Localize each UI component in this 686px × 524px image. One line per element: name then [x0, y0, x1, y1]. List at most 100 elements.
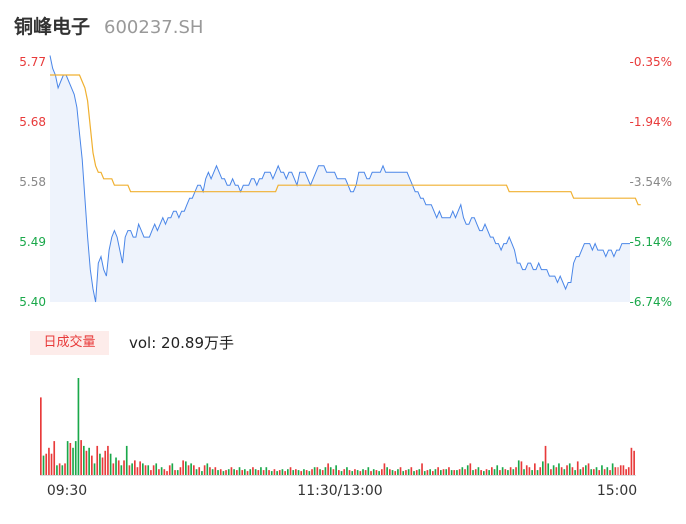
volume-bar: [195, 469, 198, 475]
volume-bar: [367, 467, 370, 475]
volume-bar: [265, 467, 268, 475]
volume-bar: [507, 470, 509, 475]
volume-bar: [144, 465, 147, 475]
volume-bar: [456, 470, 458, 475]
volume-bar: [595, 467, 598, 475]
volume-bar: [448, 467, 450, 475]
volume-bar: [222, 471, 225, 475]
volume-bar: [273, 469, 276, 475]
title-bar: 铜峰电子 600237.SH: [14, 12, 203, 40]
y-tick-label-right: -3.54%: [630, 175, 672, 189]
volume-bar: [48, 447, 50, 475]
volume-bar: [453, 470, 456, 475]
y-tick-label-left: 5.77: [19, 55, 46, 69]
volume-bar: [496, 465, 499, 475]
price-area: [50, 55, 630, 302]
volume-bar: [528, 467, 531, 475]
volume-bar: [493, 469, 496, 475]
volume-bar: [630, 447, 633, 475]
volume-bar: [480, 470, 482, 475]
volume-bar: [99, 453, 101, 475]
volume-bar: [614, 467, 617, 475]
volume-bar: [356, 470, 359, 475]
volume-bar: [233, 469, 235, 475]
volume-bar: [107, 445, 109, 475]
volume-bar: [303, 469, 305, 475]
volume-bar: [93, 463, 96, 475]
volume-bar: [531, 470, 533, 475]
volume-bar: [402, 471, 405, 475]
volume-bar: [332, 469, 335, 475]
volume-bar: [109, 453, 112, 475]
volume-bar: [42, 455, 45, 475]
volume-bar: [134, 460, 136, 475]
volume-bar: [219, 469, 222, 475]
volume-bar: [421, 463, 423, 475]
volume-bar: [254, 469, 257, 475]
volume-bar: [85, 450, 88, 476]
volume-bar: [88, 447, 90, 475]
volume-bar: [262, 470, 265, 475]
volume-bar: [434, 469, 437, 475]
volume-bar: [174, 470, 176, 475]
volume-bar: [477, 467, 480, 475]
volume-bar: [407, 469, 410, 475]
volume-bar: [182, 460, 184, 475]
volume-bar: [171, 463, 174, 475]
volume-bar: [101, 457, 104, 475]
volume-bar: [77, 378, 80, 475]
volume-bar: [415, 470, 418, 475]
volume-bar: [316, 467, 319, 475]
volume-bar: [96, 445, 99, 475]
volume-bar: [104, 450, 107, 476]
volume-bar: [474, 469, 477, 475]
volume-bar: [176, 470, 179, 475]
volume-bar: [606, 467, 609, 475]
volume-bar: [354, 469, 356, 475]
x-tick-label: 15:00: [597, 483, 637, 499]
volume-bar: [571, 467, 574, 475]
volume-bar: [338, 470, 340, 475]
volume-bar: [185, 461, 187, 475]
volume-bar: [343, 469, 346, 475]
volume-bar: [585, 465, 587, 475]
volume-bar: [80, 440, 82, 475]
volume-tag: 日成交量: [30, 331, 109, 355]
volume-bar: [555, 467, 558, 475]
volume-bar: [217, 470, 219, 475]
volume-bar: [520, 461, 523, 475]
volume-bar: [611, 463, 614, 475]
volume-bar: [364, 470, 367, 475]
volume-bar: [313, 467, 316, 475]
volume-bar: [292, 470, 295, 475]
volume-bar: [466, 465, 469, 475]
volume-bar: [241, 470, 244, 475]
volume-bar: [450, 470, 453, 475]
volume-bar: [206, 463, 209, 475]
volume-bar: [426, 470, 429, 475]
volume-bar: [278, 470, 281, 475]
volume-bar: [115, 457, 117, 475]
volume-bar: [469, 463, 472, 475]
volume-bar: [485, 469, 488, 475]
volume-bar: [329, 467, 332, 475]
volume-bar: [432, 471, 434, 475]
volume-bar: [619, 465, 622, 475]
volume-bar: [238, 467, 241, 475]
volume-bar: [362, 469, 364, 475]
volume-bar: [351, 471, 354, 475]
volume-bar: [321, 470, 324, 475]
volume-bar: [160, 467, 163, 475]
volume-bar: [150, 470, 152, 475]
volume-bar: [381, 469, 383, 475]
volume-bar: [413, 471, 415, 475]
volume-bar: [483, 471, 485, 475]
volume-bar: [252, 467, 254, 475]
volume-bar: [168, 465, 171, 475]
y-tick-label-left: 5.49: [19, 235, 46, 249]
volume-bar: [166, 471, 168, 475]
volume-bar: [308, 471, 311, 475]
volume-bar: [517, 460, 520, 475]
volume-bar: [499, 470, 501, 475]
